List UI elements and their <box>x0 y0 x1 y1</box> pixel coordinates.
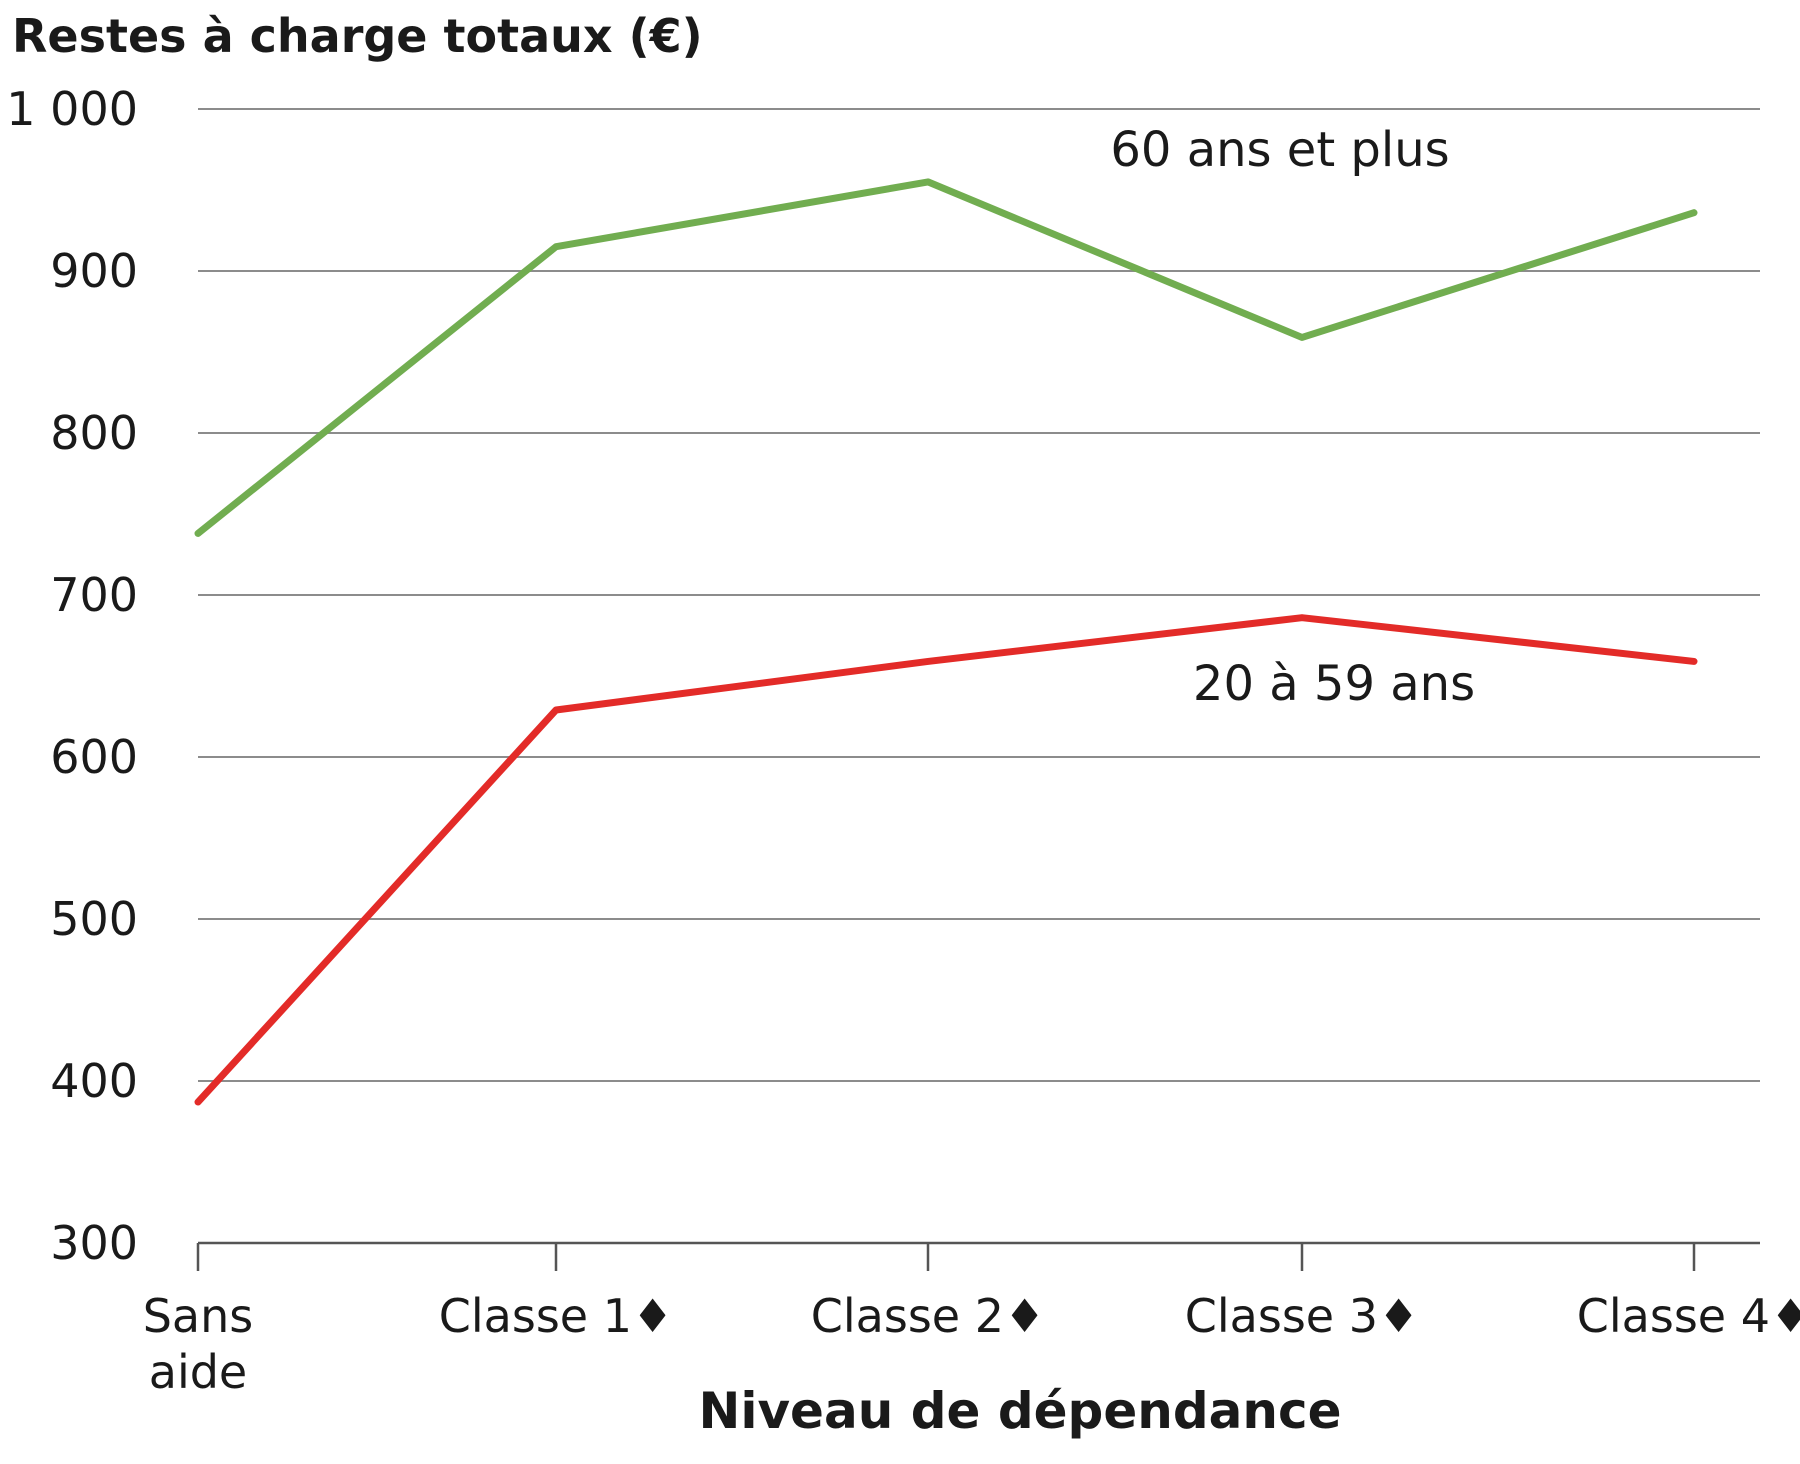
x-tick-label: Sans aide <box>143 1289 254 1399</box>
gridlines <box>198 108 1760 1082</box>
y-axis-title: Restes à charge totaux (€) <box>12 9 703 63</box>
series-labels: 60 ans et plus 20 à 59 ans <box>1110 122 1475 712</box>
y-tick-label: 400 <box>50 1054 138 1108</box>
y-tick-label: 600 <box>50 730 138 784</box>
y-tick-label: 500 <box>50 892 138 946</box>
x-axis-ticks: Sans aide Classe 1♦ Classe 2♦ Classe 3♦ Class… <box>143 1243 1800 1399</box>
x-tick-label: Classe 4♦ <box>1577 1289 1800 1343</box>
y-tick-label: 800 <box>50 406 138 460</box>
y-tick-label: 1 000 <box>6 82 138 136</box>
series-line <box>194 178 1698 537</box>
series-label: 60 ans et plus <box>1110 122 1449 178</box>
y-tick-label: 900 <box>50 244 138 298</box>
x-tick-label: Classe 2♦ <box>811 1289 1045 1343</box>
x-tick-label: Classe 1♦ <box>439 1289 673 1343</box>
y-tick-label: 700 <box>50 568 138 622</box>
series-lines <box>194 178 1698 1106</box>
y-axis-ticks: 300 400 500 600 700 800 900 1 000 <box>6 82 138 1270</box>
x-axis-title: Niveau de dépendance <box>698 1382 1341 1440</box>
series-line <box>194 614 1698 1106</box>
y-tick-label: 300 <box>50 1216 138 1270</box>
x-tick-label: Classe 3♦ <box>1185 1289 1419 1343</box>
series-label: 20 à 59 ans <box>1193 656 1475 712</box>
